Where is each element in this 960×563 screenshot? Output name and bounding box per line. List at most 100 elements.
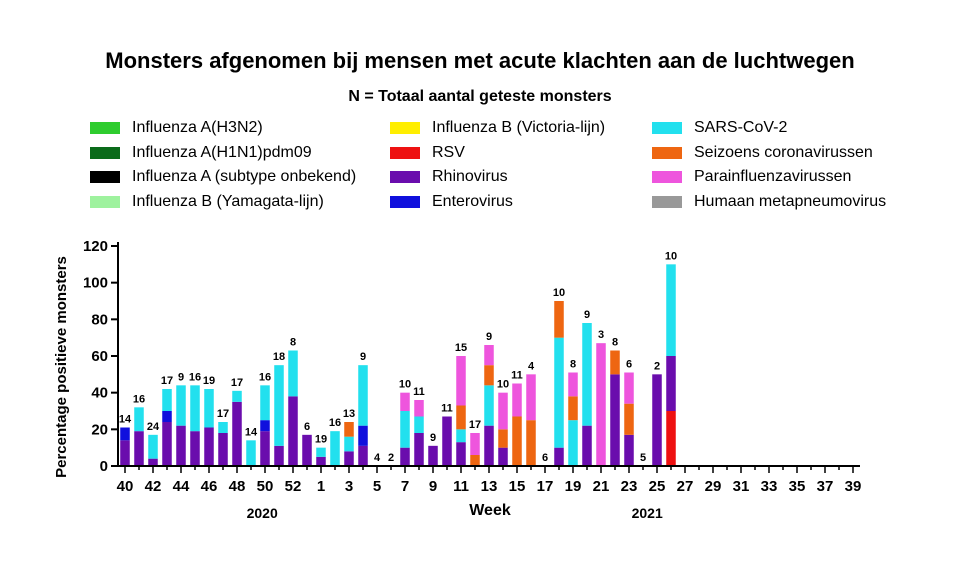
bar-n-label: 8 [612,337,618,349]
legend-item-hmpv: Humaan metapneumovirus [652,190,886,215]
bar-n-label: 10 [665,250,677,262]
y-tick-label: 0 [100,458,108,475]
bar-segment [428,445,438,466]
year-label: 2021 [632,505,663,521]
bar-segment [162,422,172,466]
x-tick-label: 50 [257,478,274,495]
bar-segment [120,440,130,466]
bar-segment [624,403,634,435]
x-tick-label: 5 [373,478,381,495]
bar-segment [652,374,662,466]
bar-n-label: 11 [441,403,453,415]
bar-segment [666,356,676,411]
legend-item-yamagata: Influenza B (Yamagata-lijn) [90,190,356,215]
legend-label: Rhinovirus [432,168,508,186]
bar-segment [232,390,242,402]
bar-n-label: 14 [119,414,132,426]
x-axis-label: Week [469,502,511,519]
bar-segment [512,416,522,466]
bar-segment [498,447,508,466]
bar-segment [610,350,620,375]
legend-item-parainfluenza: Parainfluenzavirussen [652,165,886,190]
bar-n-label: 3 [598,329,604,341]
legend-label: Seizoens coronavirussen [694,143,873,161]
legend-swatch [90,171,120,184]
bar-segment [134,407,144,432]
x-tick-label: 25 [649,478,666,495]
legend-item-seasonal-corona: Seizoens coronavirussen [652,141,886,166]
x-tick-label: 17 [537,478,554,495]
bar-segment [414,433,424,466]
bar-segment [162,411,172,422]
legend-column-1: Influenza A(H3N2) Influenza A(H1N1)pdm09… [90,116,356,214]
x-tick-label: 39 [845,478,862,495]
bar-segment [484,425,494,466]
bar-segment [218,422,228,433]
bar-segment [554,301,564,338]
bar-segment [218,433,228,466]
y-axis-label: Percentage positieve monsters [53,256,70,478]
bar-segment [526,420,536,466]
bar-segment [498,429,508,448]
bar-n-label: 6 [542,452,548,464]
bar-n-label: 6 [626,359,632,371]
bar-n-label: 8 [290,337,296,349]
x-tick-label: 3 [345,478,353,495]
legend-label: Influenza B (Victoria-lijn) [432,119,606,137]
legend-swatch [90,122,120,135]
bar-segment [134,431,144,466]
bar-segment [344,451,354,466]
legend-swatch [390,146,420,159]
bar-segment [274,365,284,446]
bar-segment [400,411,410,448]
bar-n-label: 17 [469,419,481,431]
bar-n-label: 16 [329,417,341,429]
legend-label: Enterovirus [432,192,513,210]
bar-n-label: 11 [511,370,523,382]
bar-segment [316,456,326,466]
x-tick-label: 7 [401,478,409,495]
bar-segment [568,372,578,397]
x-tick-label: 15 [509,478,526,495]
bar-segment [582,323,592,426]
legend-label: Humaan metapneumovirus [694,192,887,210]
bar-segment [442,416,452,466]
x-tick-label: 37 [817,478,834,495]
bar-segment [582,425,592,466]
legend-swatch [652,122,682,135]
bar-segment [162,389,172,411]
bar-segment [596,343,606,466]
bar-n-label: 2 [388,452,394,464]
legend-swatch [652,171,682,184]
x-axis: 40 42 44 46 48 50 52 1 3 5 7 9 11 13 15 17 19 21 23 25 27 29 3… [117,465,862,521]
bar-segment [484,365,494,386]
bar-n-label: 4 [374,452,381,464]
year-label: 2020 [247,505,278,521]
bar-n-label: 11 [413,386,425,398]
y-tick-label: 20 [91,421,108,438]
legend-label: Influenza B (Yamagata-lijn) [132,192,324,210]
bar-n-label: 17 [217,408,229,420]
x-tick-label: 19 [565,478,582,495]
bar-segment [316,447,326,457]
bar-segment [358,445,368,466]
legend-swatch [390,122,420,135]
bar-n-label: 14 [245,426,258,438]
legend-item-rhinovirus: Rhinovirus [390,165,605,190]
bar-segment [484,385,494,426]
bar-n-label: 17 [161,375,173,387]
legend-label: Influenza A (subtype onbekend) [132,168,357,186]
legend-item-enterovirus: Enterovirus [390,190,605,215]
bar-n-label: 9 [430,432,436,444]
legend-swatch [652,146,682,159]
bar-n-label: 19 [315,434,327,446]
x-tick-label: 33 [761,478,778,495]
bar-segment [176,385,186,426]
bar-segment [302,434,312,466]
bar-segment [358,425,368,446]
bar-segment [358,365,368,426]
legend-item-h1n1: Influenza A(H1N1)pdm09 [90,141,356,166]
x-tick-label: 40 [117,478,134,495]
x-tick-label: 13 [481,478,498,495]
